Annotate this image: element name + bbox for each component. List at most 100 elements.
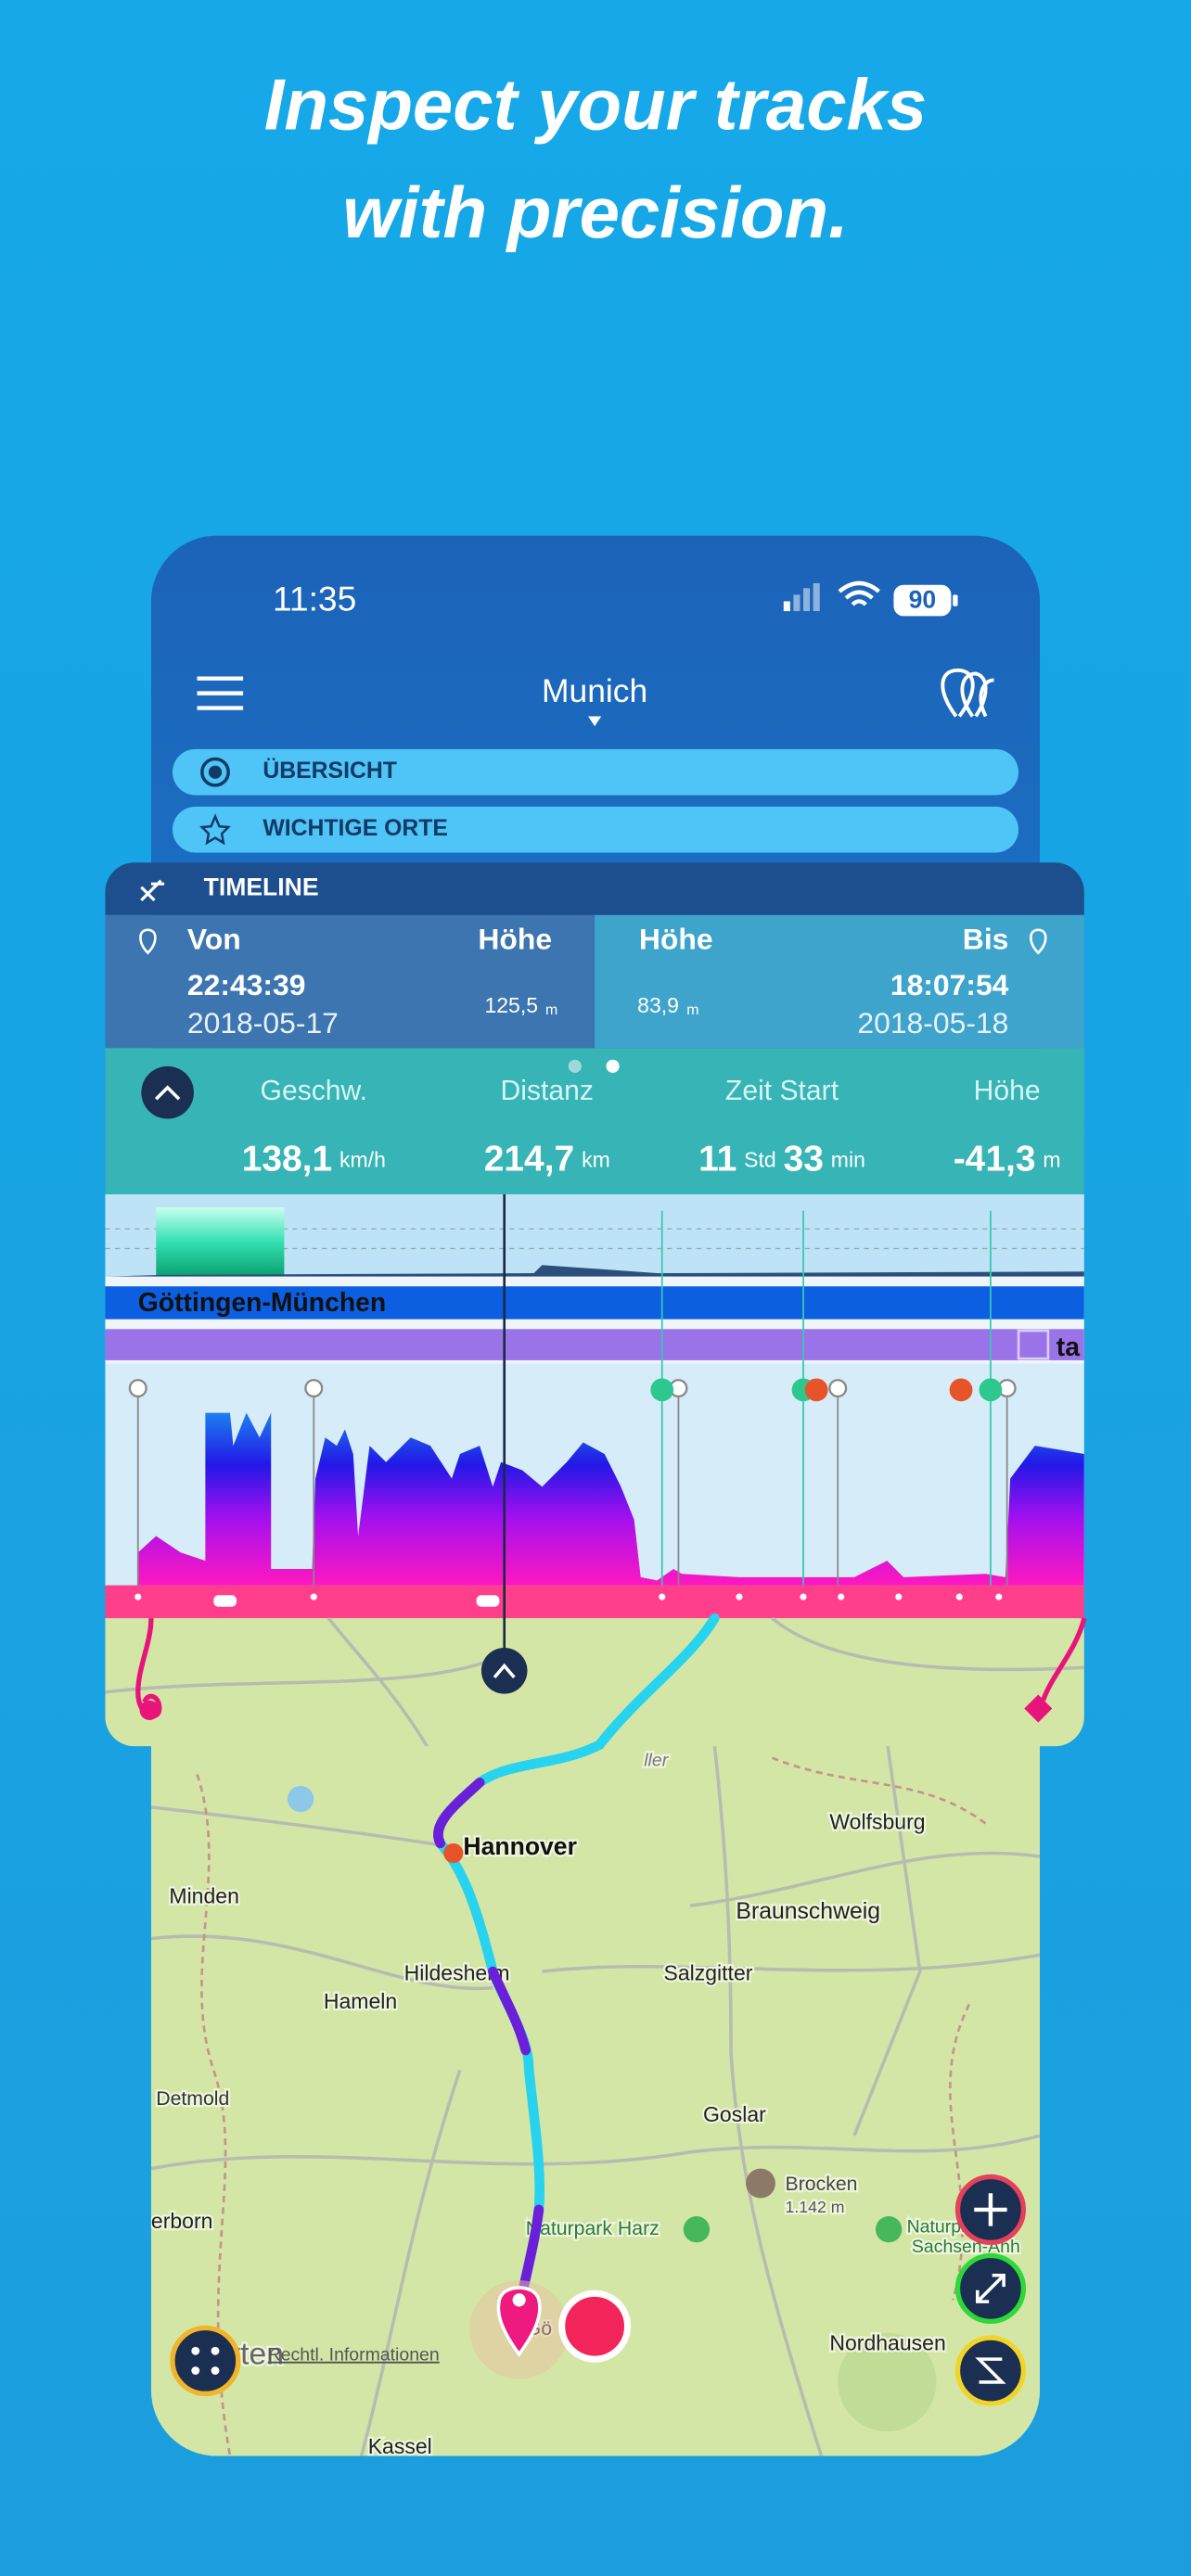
route-stop	[443, 1843, 464, 1864]
from-altitude-unit: m	[545, 1002, 557, 1018]
map-label: Minden	[169, 1883, 238, 1907]
menu-item[interactable]: WICHTIGE ORTE	[263, 816, 448, 841]
map-roads	[105, 1616, 1084, 1747]
stats-box	[105, 1048, 1084, 1195]
page-dot[interactable]	[606, 1059, 620, 1073]
map-borders	[196, 1756, 987, 2456]
layers-icon	[191, 2346, 220, 2375]
segment-icon	[1017, 1329, 1050, 1360]
to-date: 2018-05-18	[857, 1006, 1008, 1039]
from-altitude-label: Höhe	[478, 923, 552, 956]
cursor-chevron	[493, 1663, 516, 1679]
stat-number: 11	[698, 1140, 736, 1180]
from-label: Von	[187, 923, 241, 956]
battery-tip	[953, 594, 958, 606]
poi-stars	[650, 1378, 1003, 1402]
route-line	[433, 1613, 720, 2322]
map-label: Nordhausen	[829, 2330, 945, 2354]
map-label: Brocken	[786, 2173, 858, 2195]
altitude-mini	[105, 1265, 1084, 1277]
activity-strip	[105, 1585, 1084, 1619]
stat-number: 214,7	[484, 1140, 574, 1180]
map-label: Hameln	[324, 1989, 397, 2013]
menu-item[interactable]: ÜBERSICHT	[263, 759, 397, 784]
map-roads	[150, 1675, 1041, 2456]
app-logo[interactable]	[941, 668, 994, 718]
segment-bar	[105, 1329, 1084, 1360]
speed-profile	[105, 1412, 1084, 1586]
map-forest	[838, 2332, 937, 2432]
map-label: Wolfsburg	[829, 1810, 925, 1834]
stat-number: -41,3	[954, 1140, 1036, 1180]
add-icon	[974, 2193, 1007, 2226]
from-date: 2018-05-17	[187, 1006, 339, 1039]
panel-icon	[140, 879, 165, 902]
menu-button[interactable]	[197, 676, 244, 710]
page-dot[interactable]	[568, 1059, 582, 1073]
to-label: Bis	[963, 923, 1009, 956]
record-button[interactable]	[558, 2289, 632, 2363]
end-handle[interactable]	[1041, 1617, 1087, 1702]
segment-label: ta	[1057, 1333, 1080, 1362]
pill-icon	[208, 765, 223, 779]
menu-pill[interactable]	[172, 748, 1019, 796]
stat-unit: m	[1043, 1148, 1060, 1172]
map-label: Hannover	[463, 1832, 576, 1860]
start-handle[interactable]	[139, 1700, 160, 1720]
map-label: Braunschweig	[736, 1899, 880, 1924]
park-icon	[683, 2216, 711, 2243]
to-altitude: 83,9	[637, 993, 679, 1017]
battery-level: 90	[909, 585, 937, 613]
cursor-button[interactable]	[480, 1647, 528, 1694]
map-label: Detmold	[156, 2087, 229, 2110]
stat-value: 11 Std 33 min	[698, 1140, 865, 1180]
activity-icons	[134, 1593, 1003, 1607]
panel-header	[105, 862, 1084, 915]
to-box	[595, 914, 1084, 1049]
status-time: 11:35	[273, 579, 356, 618]
stat-value: -41,3 m	[954, 1140, 1061, 1180]
map-label: Salzgitter	[663, 1961, 752, 1985]
stat-label: Höhe	[974, 1076, 1041, 1106]
headline: Inspect your tracks	[264, 63, 927, 145]
timeline-panel	[105, 862, 1084, 1747]
nav-caret	[588, 716, 602, 727]
pill-icon	[199, 813, 231, 846]
wifi-icon	[838, 580, 880, 606]
layers-button[interactable]	[170, 2325, 241, 2397]
to-time: 18:07:54	[890, 968, 1009, 1001]
peak-icon	[746, 2168, 775, 2199]
map-label: erborn	[151, 2209, 213, 2233]
stat-label: Geschw.	[261, 1076, 367, 1106]
park-icon	[875, 2216, 903, 2243]
map-label: 1.142 m	[786, 2198, 845, 2216]
map-label: Naturpark Harz	[526, 2217, 660, 2239]
to-icon	[1030, 928, 1047, 955]
track-name: Göttingen-München	[138, 1288, 386, 1318]
track-bar	[105, 1286, 1084, 1320]
stat-label: Zeit Start	[725, 1076, 839, 1106]
map-lake	[287, 1785, 314, 1813]
location-pin	[496, 2286, 542, 2357]
nav-title[interactable]: Munich	[542, 672, 647, 709]
collapse-button[interactable]	[141, 1065, 194, 1119]
stop-icons	[128, 1379, 1017, 1398]
map-label: Goslar	[703, 2102, 766, 2126]
from-time: 22:43:39	[187, 968, 306, 1001]
stat-unit: Std	[744, 1148, 776, 1172]
menu-pill[interactable]	[172, 806, 1019, 853]
headline: with precision.	[342, 172, 848, 253]
stat-number: 33	[784, 1140, 824, 1180]
from-icon	[139, 928, 157, 955]
stat-label: Distanz	[501, 1076, 594, 1106]
expand-icon	[975, 2274, 1005, 2303]
from-box	[105, 914, 596, 1049]
stat-unit: km	[582, 1148, 610, 1172]
stat-unit: min	[831, 1148, 865, 1172]
route-icon	[975, 2357, 1006, 2384]
collapse-chevron	[154, 1085, 181, 1101]
pill-icon	[200, 757, 230, 787]
speed-block	[156, 1207, 285, 1277]
